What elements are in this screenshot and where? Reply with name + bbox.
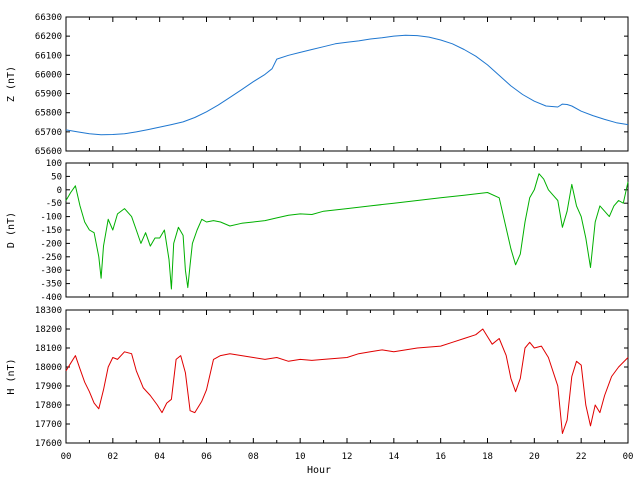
h-y-tick-label: 17700 [35,420,62,430]
d-plot-frame [65,162,629,298]
h-x-tick-label: 18 [482,452,493,462]
h-plot-frame [65,309,629,444]
d-y-tick-label: -300 [40,266,62,276]
d-y-tick-label: -350 [40,280,62,290]
d-y-tick-label: -50 [46,199,62,209]
d-y-tick-label: -250 [40,253,62,263]
d-series-line [65,173,629,290]
z-y-tick-label: 65600 [35,147,62,157]
z-plot-frame [65,16,629,152]
h-component-panel: 17600 17700 17800 17900 18000 18100 18200 18300… [6,306,633,462]
h-x-tick-label: 06 [201,452,212,462]
z-y-tick-label: 65800 [35,109,62,119]
h-x-tick-label: 00 [61,452,72,462]
z-y-tick-label: 65900 [35,90,62,100]
d-y-tick-label: -200 [40,239,62,249]
d-y-tick-label: 100 [46,159,62,169]
z-y-tick-label: 65700 [35,128,62,138]
h-x-tick-label: 14 [388,452,399,462]
h-x-tick-label: 00 [623,452,634,462]
h-y-tick-label: 18100 [35,344,62,354]
h-x-tick-label: 10 [295,452,306,462]
z-y-tick-label: 66200 [35,32,62,42]
h-y-tick-label: 18000 [35,363,62,373]
z-y-tick-label: 66000 [35,70,62,80]
h-y-tick-label: 18300 [35,306,62,316]
z-series-line [65,34,629,136]
z-y-tick-label: 66300 [35,13,62,23]
h-x-tick-label: 20 [529,452,540,462]
h-series-line [65,328,629,434]
x-axis-title: Hour [307,465,331,476]
d-y-tick-label: -150 [40,226,62,236]
d-component-panel: -400 -350 -300 -250 -200 -150 -100 -50 0 50 100 D (… [6,159,629,303]
h-y-axis-title: H (nT) [6,358,17,394]
h-y-tick-label: 17600 [35,439,62,449]
d-y-tick-label: 50 [51,172,62,182]
z-component-panel: 65600 65700 65800 65900 66000 66100 66200 66300… [6,13,629,157]
z-y-tick-label: 66100 [35,51,62,61]
h-x-tick-label: 04 [154,452,165,462]
h-x-tick-label: 16 [435,452,446,462]
d-y-tick-label: 0 [57,186,62,196]
z-y-axis-title: Z (nT) [6,66,17,102]
h-x-tick-label: 02 [107,452,118,462]
d-y-axis-title: D (nT) [6,212,17,248]
h-y-tick-label: 18200 [35,325,62,335]
h-x-tick-label: 08 [248,452,259,462]
d-y-tick-label: -100 [40,213,62,223]
h-x-tick-label: 12 [342,452,353,462]
h-x-tick-label: 22 [576,452,587,462]
d-y-tick-label: -400 [40,293,62,303]
h-y-tick-label: 17800 [35,401,62,411]
h-y-tick-label: 17900 [35,382,62,392]
